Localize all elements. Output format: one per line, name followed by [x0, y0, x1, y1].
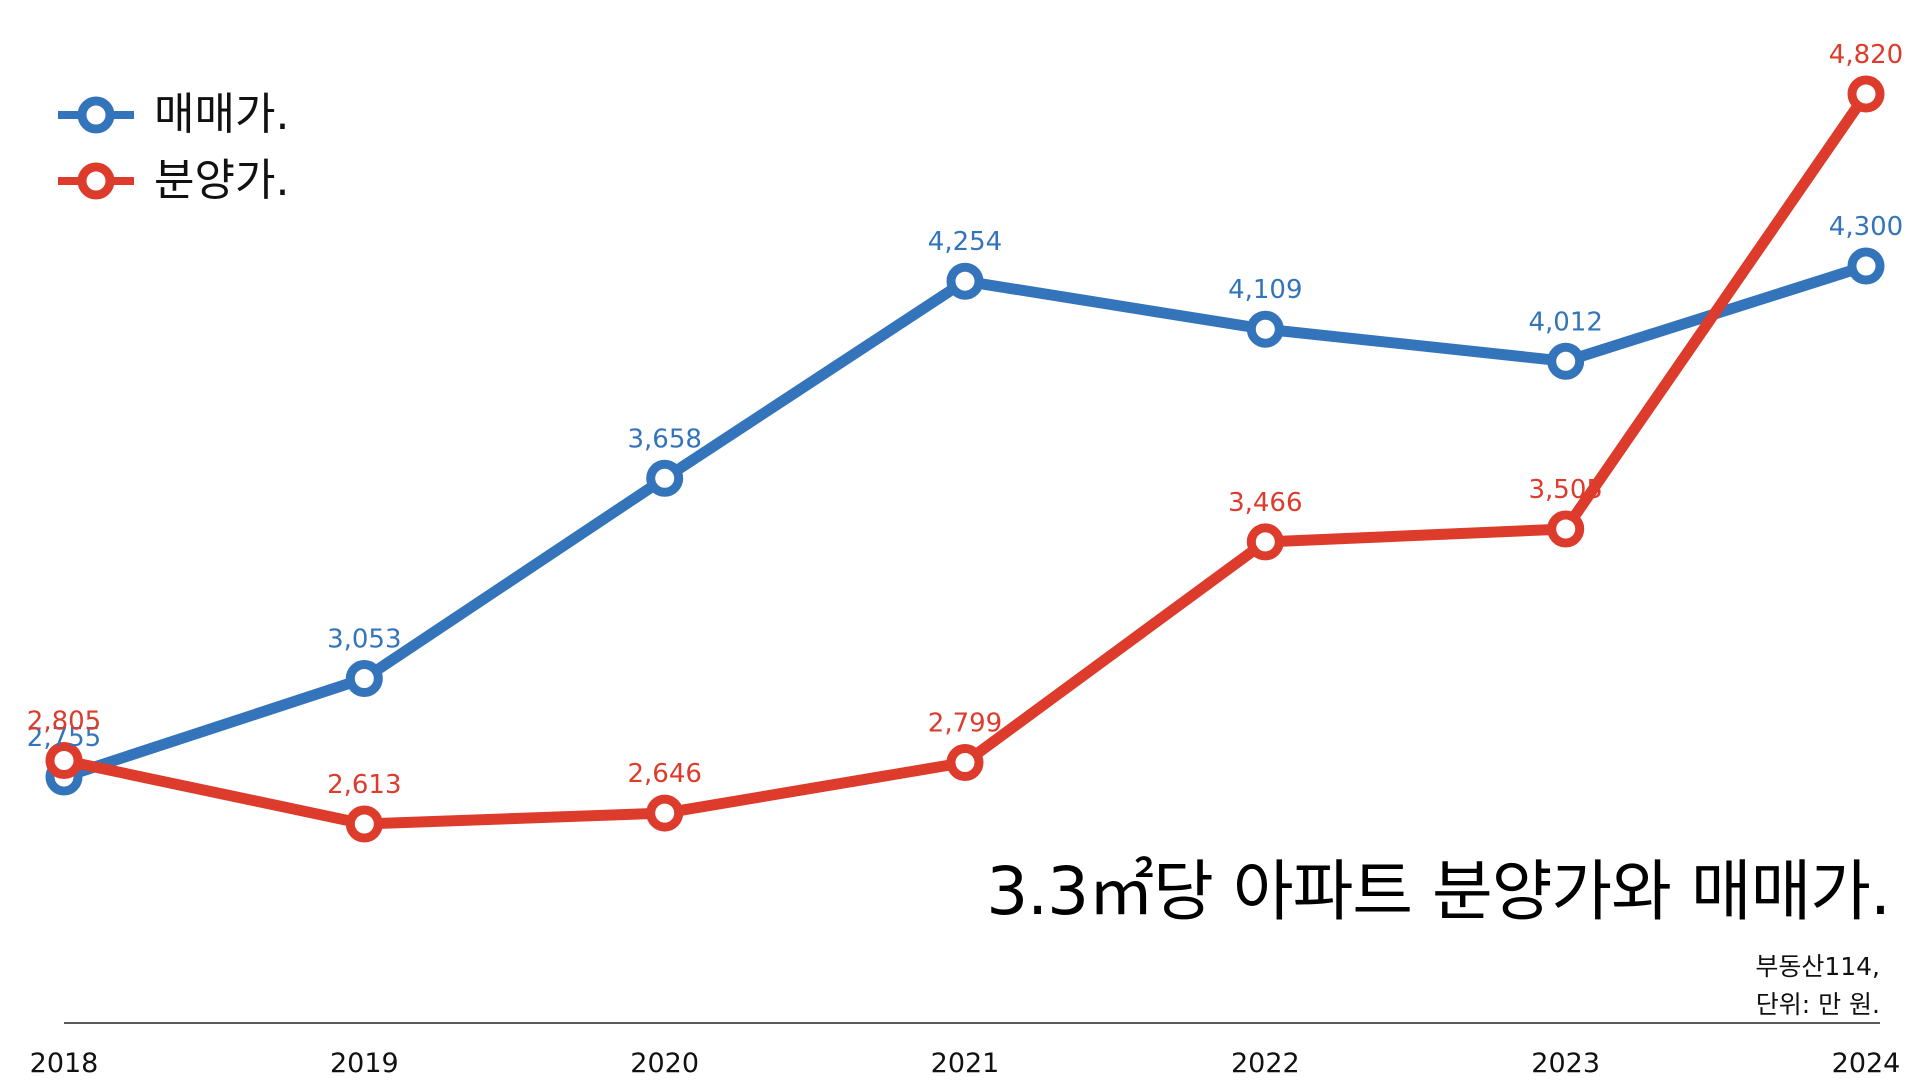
data-label-presale-price-2024: 4,820 — [1829, 40, 1903, 70]
data-label-sale-price-2020: 3,658 — [627, 424, 701, 454]
legend-item-sale-price: 매매가. — [52, 82, 289, 148]
legend-item-presale-price: 분양가. — [52, 148, 289, 214]
point-sale-price-2020 — [646, 459, 684, 497]
point-sale-price-2019 — [345, 660, 383, 697]
data-label-layer: 2,755 3,053 3,658 4,254 4,109 4,012 4,300 2,805… — [27, 40, 1903, 800]
x-tick-label-2023: 2023 — [1531, 1048, 1600, 1079]
source-note: 부동산114, 단위: 만 원. — [1755, 948, 1880, 1024]
point-presale-price-2019 — [345, 805, 383, 843]
x-tick-label-2020: 2020 — [630, 1048, 699, 1079]
x-tick-label-2019: 2019 — [330, 1048, 399, 1079]
data-label-sale-price-2022: 4,109 — [1228, 275, 1302, 305]
legend-swatch-sale-price — [58, 96, 134, 134]
point-presale-price-2021 — [946, 744, 984, 781]
data-label-presale-price-2021: 2,799 — [928, 709, 1002, 739]
chart-title: 3.3㎡당 아파트 분양가와 매매가. — [986, 853, 1891, 930]
point-presale-price-2018 — [45, 742, 83, 779]
data-label-sale-price-2018: 2,755 — [27, 723, 101, 753]
x-tick-label-2024: 2024 — [1832, 1048, 1901, 1079]
legend-swatch-presale-price — [58, 162, 134, 200]
point-sale-price-2024 — [1847, 247, 1885, 285]
point-presale-price-2023 — [1547, 510, 1585, 548]
x-tick-label-2021: 2021 — [931, 1048, 1000, 1079]
x-tick-label-layer: 2018 2019 2020 2021 2022 2023 2024 — [30, 1048, 1901, 1079]
unit-label: 단위: 만 원. — [1755, 990, 1880, 1019]
x-tick-label-2022: 2022 — [1231, 1048, 1300, 1079]
point-presale-price-2020 — [646, 794, 684, 832]
legend: 매매가. 분양가. — [52, 82, 289, 214]
point-presale-price-2022 — [1246, 523, 1284, 561]
legend-label-sale-price: 매매가. — [154, 89, 290, 140]
data-label-presale-price-2022: 3,466 — [1228, 488, 1302, 518]
data-label-presale-price-2023: 3,505 — [1528, 475, 1602, 505]
source-label: 부동산114, — [1755, 952, 1880, 981]
point-sale-price-2022 — [1246, 310, 1284, 348]
data-label-sale-price-2023: 4,012 — [1528, 307, 1602, 337]
data-label-sale-price-2021: 4,254 — [928, 227, 1002, 257]
x-tick-label-2018: 2018 — [30, 1048, 99, 1079]
data-label-presale-price-2018: 2,805 — [27, 707, 101, 737]
point-presale-price-2024 — [1847, 75, 1885, 113]
legend-label-presale-price: 분양가. — [154, 155, 290, 206]
data-label-presale-price-2019: 2,613 — [327, 770, 401, 800]
series-line-sale-price — [58, 260, 1872, 783]
point-sale-price-2021 — [946, 262, 984, 300]
data-label-sale-price-2019: 3,053 — [327, 625, 401, 655]
series-layer — [45, 75, 1885, 843]
point-sale-price-2023 — [1547, 342, 1585, 380]
data-label-sale-price-2024: 4,300 — [1829, 212, 1903, 242]
data-label-presale-price-2020: 2,646 — [627, 759, 701, 789]
